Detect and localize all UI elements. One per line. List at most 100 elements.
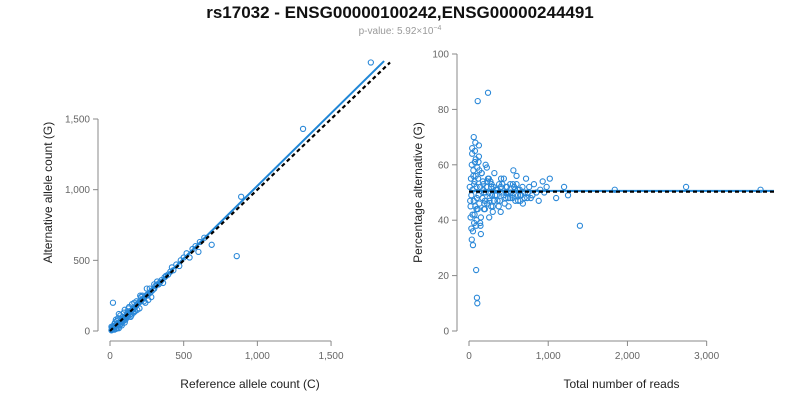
data-point	[470, 172, 477, 180]
data-point	[491, 169, 498, 177]
data-point	[522, 175, 530, 182]
data-point	[120, 309, 128, 316]
y-tick-label: 0	[84, 327, 90, 338]
x-tick-label: 0	[107, 351, 113, 362]
data-point	[500, 175, 508, 182]
data-point	[564, 192, 572, 199]
p-value-exponent: −4	[433, 25, 441, 32]
data-point	[109, 299, 117, 306]
y-tick-label: 500	[73, 256, 90, 267]
data-point	[470, 167, 477, 174]
y-tick-label: 0	[443, 327, 449, 338]
data-point	[505, 194, 512, 202]
data-point	[148, 293, 155, 301]
data-point	[195, 248, 202, 256]
x-tick-label: 500	[175, 351, 192, 362]
data-point	[468, 236, 475, 243]
data-point	[477, 230, 485, 238]
data-point	[481, 197, 488, 204]
data-point	[467, 197, 474, 204]
p-value-prefix: p-value: 5.92×10	[359, 26, 434, 37]
data-point	[233, 252, 240, 260]
data-point	[475, 142, 483, 149]
data-point	[143, 285, 150, 292]
allele-count-scatter-panel: 0 500 1,000 1,500 0 500 1,000 1,500 Reference al…	[41, 59, 391, 391]
data-point	[471, 147, 479, 155]
data-point	[477, 222, 484, 229]
y-axis-title: Percentage alternative (G)	[411, 122, 425, 263]
reference-line	[109, 61, 391, 332]
y-tick-label: 1,000	[65, 185, 90, 196]
data-point	[497, 175, 505, 182]
p-value-text: p-value: 5.92×10−4	[359, 25, 442, 37]
data-point	[530, 181, 538, 188]
data-point	[299, 125, 307, 133]
data-point	[125, 305, 132, 312]
x-tick-label: 0	[466, 351, 472, 362]
data-point	[495, 203, 502, 210]
data-point	[472, 139, 479, 146]
x-axis-title: Reference allele count (C)	[180, 377, 319, 391]
data-point	[478, 169, 485, 177]
data-point	[546, 175, 553, 182]
data-point	[488, 203, 495, 210]
data-point	[208, 241, 215, 248]
x-tick-label: 1,000	[245, 351, 270, 362]
data-point	[137, 292, 144, 299]
data-point	[502, 183, 509, 191]
data-point	[474, 300, 481, 307]
data-point	[483, 164, 490, 171]
data-point	[142, 299, 149, 306]
data-point	[474, 97, 481, 105]
data-point	[757, 186, 764, 193]
data-point	[539, 178, 546, 185]
data-point	[552, 194, 560, 202]
data-point	[468, 161, 475, 168]
data-point	[473, 205, 480, 213]
x-tick-label: 1,500	[319, 351, 344, 362]
data-point	[484, 178, 491, 185]
x-tick-label: 1,000	[536, 351, 561, 362]
data-point	[466, 183, 473, 191]
data-point	[486, 214, 493, 221]
data-point	[471, 178, 478, 185]
data-point	[472, 266, 480, 274]
y-tick-label: 60	[438, 160, 450, 171]
data-point	[469, 241, 477, 249]
data-point	[576, 222, 584, 229]
data-point	[486, 194, 493, 202]
data-point	[496, 197, 504, 204]
data-point	[484, 89, 492, 96]
data-point	[490, 197, 498, 204]
data-point	[134, 306, 141, 313]
data-point	[481, 200, 488, 207]
data-point	[476, 219, 484, 227]
data-point	[611, 186, 618, 193]
data-point	[473, 294, 481, 301]
data-point	[560, 183, 568, 191]
data-point	[472, 172, 479, 180]
data-point	[238, 193, 245, 200]
data-point	[513, 172, 520, 180]
data-point	[470, 219, 478, 227]
data-point	[524, 194, 531, 202]
x-tick-label: 2,000	[615, 351, 640, 362]
data-point	[497, 208, 504, 216]
data-point	[491, 192, 499, 199]
y-axis-title: Alternative allele count (G)	[41, 122, 55, 263]
data-point	[682, 183, 690, 191]
data-point	[535, 197, 542, 204]
data-point	[367, 59, 374, 66]
x-tick-label: 3,000	[694, 351, 719, 362]
y-tick-label: 40	[438, 216, 450, 227]
data-point	[470, 197, 477, 204]
y-tick-label: 1,500	[65, 115, 90, 126]
data-point	[501, 200, 508, 207]
data-point	[489, 208, 496, 216]
data-point	[488, 181, 495, 188]
data-point	[470, 181, 478, 188]
data-point	[470, 133, 477, 141]
data-point	[509, 181, 517, 188]
x-axis-title: Total number of reads	[563, 377, 679, 391]
